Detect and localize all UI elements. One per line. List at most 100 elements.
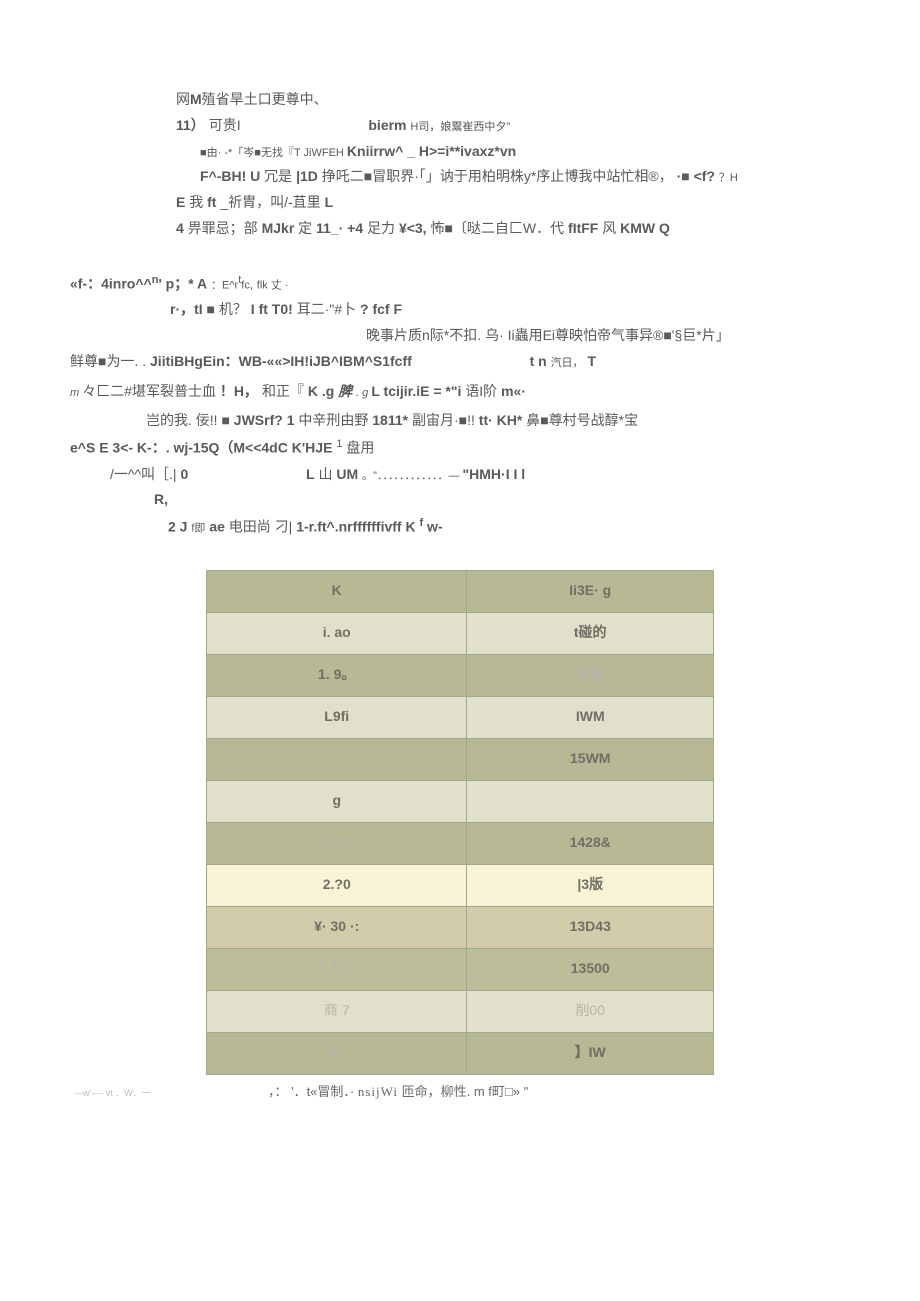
text: —w'—- vt ．W．一: [74, 1088, 151, 1098]
table-cell: 2.?0: [207, 864, 467, 906]
text: w-: [427, 519, 443, 535]
text: 0: [180, 466, 188, 482]
table-cell: 商 7: [207, 990, 467, 1032]
text: f即: [191, 523, 205, 535]
text: Kniirrw^ _ H>=i**ivaxz*vn: [347, 143, 516, 159]
text-line: 晚事片质n际*不扣. 乌· Ii蟲用Ei尊映怕帝气事异®■'§巨*片」: [70, 324, 850, 348]
text: I ft T0!: [251, 301, 293, 317]
table-cell: ¥· 30 ·:: [207, 906, 467, 948]
table-cell: [207, 738, 467, 780]
text: 晚事片质n际*不扣. 乌· Ii蟲用Ei尊映怕帝气事异®■'§巨*片」: [366, 327, 730, 343]
text-line: r·，tI ■ 机？ I ft T0! 耳二·"#卜 ? fcf F: [70, 298, 850, 322]
table-cell: 挪融: [467, 654, 714, 696]
text-line: 4 畀罪忌；部 MJkr 定 11_· +4 足力 ¥<3, 怖■〔哒二自匚W．…: [70, 217, 850, 241]
text: ' p；* A: [158, 275, 207, 291]
text: K .g: [308, 383, 334, 399]
table-cell: 13500: [467, 948, 714, 990]
text: bierm: [368, 117, 406, 133]
text: e^S E 3<- K-：. wj-15Q（M<<4dC K'HJE: [70, 440, 336, 456]
table-cell: ?& .: [207, 1032, 467, 1074]
document-page: 网M殖省旱土口更尊中、 11） 可贵I bierm H司，娘鬻崔西中夕" ■由·…: [0, 0, 920, 1143]
text: 和正『: [262, 383, 304, 399]
table-cell: g: [207, 780, 467, 822]
text: 岂的我. 佞!!: [146, 412, 218, 428]
text: 怖■〔哒二自匚W．代: [430, 220, 564, 236]
table-cell: 3.10: [207, 822, 467, 864]
table-cell: t碰的: [467, 612, 714, 654]
text: ？H: [719, 172, 738, 184]
text-line: m 々匚二#堪军裂普士血 ！H， 和正『 K .g 脾 . g L tcijir…: [70, 380, 850, 404]
text: E: [176, 194, 185, 210]
text: /一^^叫［.|: [110, 466, 177, 482]
text-line: «f-：4inro^^n' p；* A ：E^rtfc, flk 丈 ·: [70, 271, 850, 296]
table-cell: 13D43: [467, 906, 714, 948]
text: L: [306, 466, 315, 482]
text: KMW Q: [620, 220, 670, 236]
text: fItFF: [568, 220, 598, 236]
text: 我: [189, 194, 203, 210]
table-row: 1. 9。挪融: [207, 654, 714, 696]
text: 脾: [338, 383, 352, 399]
text: 山: [318, 466, 336, 482]
text: ·■ <f?: [677, 168, 715, 184]
text: f: [419, 517, 423, 529]
table-row: 3.101428&: [207, 822, 714, 864]
table-row: 2.?0|3版: [207, 864, 714, 906]
text: 足力: [367, 220, 395, 236]
text: 冗是: [264, 168, 292, 184]
text-line: 网M殖省旱土口更尊中、: [70, 88, 850, 112]
text: 定: [298, 220, 312, 236]
text: JiitiBHgEin：WB-««>IH!iJB^IBM^S1fcff: [150, 353, 412, 369]
text: L tcijir.iE = *"i: [371, 383, 461, 399]
text: 风: [602, 220, 616, 236]
table-row: 商 7削00: [207, 990, 714, 1032]
text: 机？: [219, 301, 247, 317]
text: T: [587, 353, 596, 369]
table-cell: 1. 9。: [207, 654, 467, 696]
text-line: /一^^叫［.| 0 L 山 UM 。"．．．．．．．．．．．．— "HMH·I…: [70, 463, 850, 487]
text-line: ■由· -*「岑■无找『T JiWFEH Kniirrw^ _ H>=i**iv…: [70, 140, 850, 164]
text: tt· KH*: [479, 412, 523, 428]
text-line: e^S E 3<- K-：. wj-15Q（M<<4dC K'HJE 1 盘用: [70, 435, 850, 460]
text: 可贵I: [209, 117, 241, 133]
text: M: [190, 91, 202, 107]
text: 畀罪忌；部: [188, 220, 258, 236]
table-cell: K: [207, 570, 467, 612]
table-row: L9fiIWM: [207, 696, 714, 738]
table-row: ?& .】IW: [207, 1032, 714, 1074]
text-line: 2 J f即 ae 电田尚 刁| 1-r.ft^.nrffffffivff K …: [70, 514, 850, 539]
text: |1D: [296, 168, 318, 184]
text-line: F^-BH! U 冗是 |1D 挣吒二■冒职界·「」讷于用柏明株y*序止博我中站…: [70, 165, 850, 189]
table-cell: i. ao: [207, 612, 467, 654]
text: "HMH·I I l: [463, 466, 526, 482]
text: 2 J: [168, 519, 187, 535]
text: m: [70, 387, 82, 399]
table-cell: Ii3E· g: [467, 570, 714, 612]
text: ■ JWSrf? 1: [221, 412, 294, 428]
table-row: ¥· 30 ·:13D43: [207, 906, 714, 948]
text: 汽日，: [551, 357, 584, 369]
text: 语I阶: [465, 383, 497, 399]
table-cell: [467, 780, 714, 822]
text: «f-：4inro^^: [70, 275, 152, 291]
text: flk 丈 ·: [257, 279, 289, 291]
text: MJkr: [262, 220, 295, 236]
text: ！H，: [220, 383, 258, 399]
text: . g: [356, 387, 371, 399]
data-table-wrap: KIi3E· gi. aot碰的1. 9。挪融L9fiIWM15WMg3.101…: [206, 570, 714, 1075]
text: 。"．．．．．．．．．．．．—: [362, 470, 462, 482]
text: nsijWi: [358, 1084, 398, 1099]
table-row: KIi3E· g: [207, 570, 714, 612]
text: ，： '．t«冒制．·: [268, 1084, 354, 1099]
table-cell: 】IW: [467, 1032, 714, 1074]
text: ft: [207, 194, 216, 210]
text-line: R,: [70, 488, 850, 512]
text: 匝命，柳性. m f町□» ": [402, 1084, 529, 1099]
text: 副宙月·■!!: [412, 412, 475, 428]
table-cell: 15WM: [467, 738, 714, 780]
text: UM: [336, 466, 358, 482]
text: r·，tI ■: [170, 301, 215, 317]
text: 鼻■尊村号战醇*宝: [526, 412, 638, 428]
text-line: 鲜尊■为一. . JiitiBHgEin：WB-««>IH!iJB^IBM^S1…: [70, 350, 850, 374]
text: 鲜尊■为一. .: [70, 353, 146, 369]
